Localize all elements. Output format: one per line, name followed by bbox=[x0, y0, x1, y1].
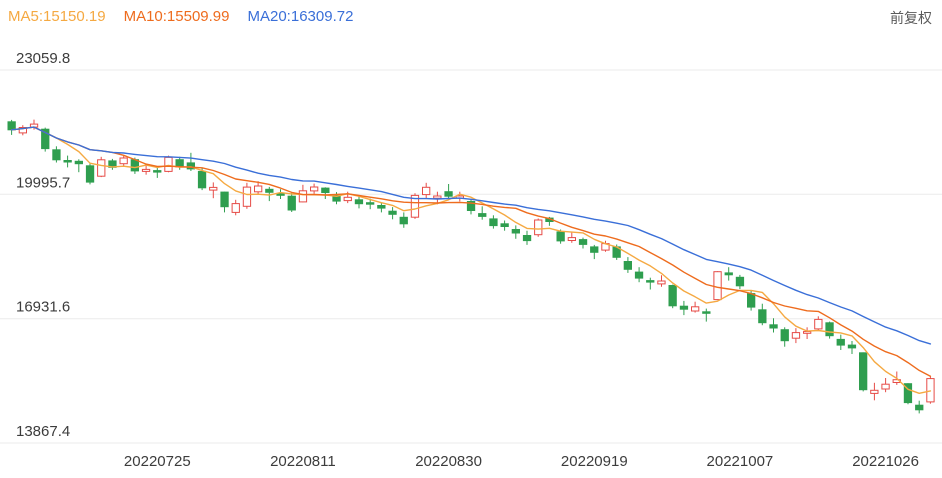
candle-body[interactable] bbox=[366, 202, 375, 205]
y-tick-label: 16931.6 bbox=[16, 299, 70, 316]
candle-body[interactable] bbox=[276, 193, 285, 196]
candle-body[interactable] bbox=[623, 261, 633, 270]
candle-body[interactable] bbox=[646, 280, 655, 283]
candle-body[interactable] bbox=[847, 344, 857, 349]
candle-body[interactable] bbox=[119, 157, 128, 165]
candle-body[interactable] bbox=[769, 324, 778, 329]
candle-body[interactable] bbox=[713, 271, 722, 301]
candle-body[interactable] bbox=[578, 239, 588, 245]
candle-body[interactable] bbox=[310, 186, 319, 192]
candle-body[interactable] bbox=[433, 195, 442, 199]
ma5-line bbox=[10, 126, 932, 394]
candle-body[interactable] bbox=[141, 168, 151, 172]
candle-body[interactable] bbox=[85, 165, 95, 183]
candle-body[interactable] bbox=[534, 219, 543, 236]
candle-body[interactable] bbox=[209, 186, 218, 191]
candle-body[interactable] bbox=[522, 235, 532, 242]
candle-body[interactable] bbox=[780, 329, 789, 342]
ma10-line bbox=[10, 126, 932, 377]
candle-body[interactable] bbox=[377, 205, 386, 209]
candle-body[interactable] bbox=[466, 201, 476, 211]
candle-body[interactable] bbox=[679, 305, 689, 310]
candle-body[interactable] bbox=[668, 285, 677, 307]
candle-body[interactable] bbox=[74, 160, 83, 165]
candle-body[interactable] bbox=[164, 156, 173, 172]
candle-body[interactable] bbox=[186, 162, 195, 170]
candle-body[interactable] bbox=[153, 170, 162, 173]
candle-body[interactable] bbox=[881, 383, 890, 390]
candle-body[interactable] bbox=[500, 223, 509, 228]
x-tick-label: 20220830 bbox=[415, 453, 482, 470]
candle-body[interactable] bbox=[903, 383, 913, 404]
candle-body[interactable] bbox=[567, 237, 577, 242]
candle-body[interactable] bbox=[422, 186, 431, 196]
candle-body[interactable] bbox=[915, 404, 924, 411]
candle-body[interactable] bbox=[130, 159, 139, 172]
x-tick-label: 20220919 bbox=[561, 453, 628, 470]
candle-body[interactable] bbox=[444, 191, 453, 197]
candle-body[interactable] bbox=[63, 160, 72, 163]
ma20-value-label: MA20:16309.72 bbox=[247, 8, 354, 25]
candle-body[interactable] bbox=[870, 389, 879, 394]
ma20-line bbox=[10, 126, 932, 345]
candle-body[interactable] bbox=[825, 322, 834, 337]
candle-body[interactable] bbox=[298, 190, 308, 203]
candle-body[interactable] bbox=[197, 170, 207, 189]
y-tick-label: 13867.4 bbox=[16, 423, 70, 440]
x-tick-label: 20220811 bbox=[270, 453, 336, 470]
candle-body[interactable] bbox=[511, 229, 521, 234]
candle-body[interactable] bbox=[590, 246, 599, 253]
candle-body[interactable] bbox=[343, 196, 352, 202]
y-tick-label: 19995.7 bbox=[16, 174, 70, 191]
candle-body[interactable] bbox=[556, 231, 565, 242]
candle-body[interactable] bbox=[691, 306, 700, 312]
candle-body[interactable] bbox=[489, 218, 498, 227]
candle-body[interactable] bbox=[803, 331, 812, 334]
ma10-value-label: MA10:15509.99 bbox=[123, 8, 230, 25]
candle-body[interactable] bbox=[735, 276, 745, 287]
candle-body[interactable] bbox=[399, 216, 408, 225]
candle-body[interactable] bbox=[287, 195, 296, 211]
candle-body[interactable] bbox=[702, 311, 711, 314]
candle-body[interactable] bbox=[747, 293, 756, 308]
candle-body[interactable] bbox=[242, 186, 252, 207]
candle-body[interactable] bbox=[265, 188, 274, 193]
candle-body[interactable] bbox=[410, 194, 420, 218]
candle-body[interactable] bbox=[231, 203, 240, 213]
candle-body[interactable] bbox=[791, 332, 801, 339]
candle-body[interactable] bbox=[859, 352, 868, 391]
candle-body[interactable] bbox=[388, 210, 397, 215]
price-adjust-mode-toggle[interactable]: 前复权 bbox=[890, 10, 932, 26]
candle-body[interactable] bbox=[354, 199, 364, 205]
candle-body[interactable] bbox=[41, 128, 50, 150]
candle-body[interactable] bbox=[7, 121, 16, 131]
candle-body[interactable] bbox=[657, 280, 666, 285]
y-tick-label: 23059.8 bbox=[16, 50, 70, 67]
ma-indicator-bar: MA5:15150.19 MA10:15509.99 MA20:16309.72 bbox=[8, 8, 353, 25]
candle-body[interactable] bbox=[634, 271, 644, 279]
candle-body[interactable] bbox=[97, 159, 106, 177]
candle-body[interactable] bbox=[18, 127, 28, 134]
candle-body[interactable] bbox=[52, 149, 61, 161]
candle-body[interactable] bbox=[836, 338, 845, 346]
candle-body[interactable] bbox=[254, 185, 263, 193]
x-tick-label: 20221007 bbox=[707, 453, 774, 470]
candle-body[interactable] bbox=[724, 272, 733, 276]
x-tick-label: 20220725 bbox=[124, 453, 191, 470]
ma5-value-label: MA5:15150.19 bbox=[8, 8, 106, 25]
candle-body[interactable] bbox=[814, 318, 823, 330]
candle-body[interactable] bbox=[321, 187, 330, 194]
x-tick-label: 20221026 bbox=[852, 453, 919, 470]
candle-body[interactable] bbox=[220, 191, 229, 208]
candle-body[interactable] bbox=[758, 309, 767, 324]
candle-body[interactable] bbox=[478, 213, 487, 217]
